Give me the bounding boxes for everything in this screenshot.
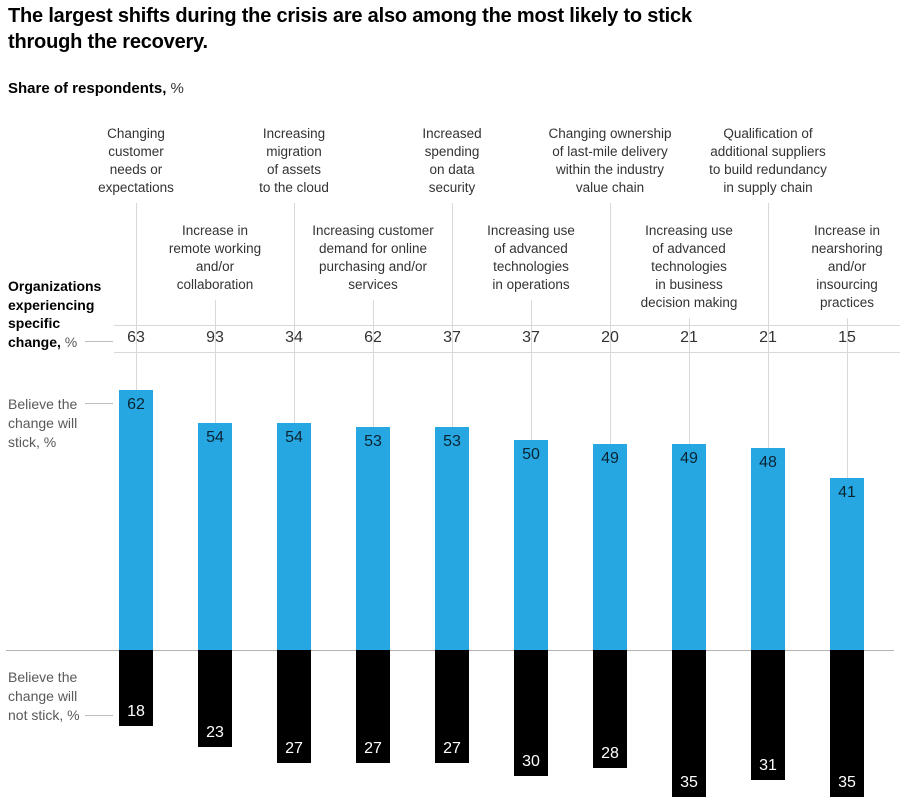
not-stick-bar: 23 xyxy=(198,650,232,747)
column-label: Increasing use of advanced technologies … xyxy=(487,223,575,292)
not-stick-value: 18 xyxy=(127,702,145,720)
column-label: Qualification of additional suppliers to… xyxy=(709,126,827,195)
stick-value: 41 xyxy=(838,483,856,501)
stick-value: 54 xyxy=(206,429,224,447)
column-label: Changing ownership of last-mile delivery… xyxy=(548,126,672,195)
stick-value: 54 xyxy=(285,429,303,447)
not-stick-bar: 35 xyxy=(672,650,706,797)
leader-line xyxy=(768,203,769,449)
leader-line xyxy=(531,300,532,440)
stick-bar: 48 xyxy=(751,448,785,650)
chart-subtitle-bold: Share of respondents, xyxy=(8,80,167,97)
chart-subtitle-unit: % xyxy=(166,80,184,97)
org-change-value: 37 xyxy=(522,329,540,346)
leader-line xyxy=(610,203,611,445)
leader-line xyxy=(847,318,848,478)
stick-bar: 62 xyxy=(119,389,153,650)
leader-line xyxy=(689,318,690,445)
org-change-value: 21 xyxy=(680,329,698,346)
chart-subtitle: Share of respondents, % xyxy=(8,80,184,97)
not-stick-bar: 30 xyxy=(514,650,548,776)
stick-value: 48 xyxy=(759,454,777,472)
column-label: Increase in remote working and/or collab… xyxy=(168,223,262,292)
column-label: Increasing use of advanced technologies … xyxy=(640,223,738,310)
stick-bar: 49 xyxy=(593,444,627,650)
stick-value: 49 xyxy=(680,450,698,468)
not-stick-value: 23 xyxy=(206,723,224,741)
not-stick-bar: 31 xyxy=(751,650,785,781)
stick-bar: 41 xyxy=(830,477,864,650)
column-label: Increased spending on data security xyxy=(422,126,482,195)
not-stick-bar: 27 xyxy=(435,650,469,764)
row-label-organizations: Organizations experiencing specific chan… xyxy=(8,277,120,351)
row-label-stick: Believe the change will stick, % xyxy=(8,396,78,450)
stick-bar: 49 xyxy=(672,444,706,650)
stick-value: 49 xyxy=(601,450,619,468)
org-row-rule-bottom xyxy=(114,352,900,353)
not-stick-value: 27 xyxy=(443,740,461,758)
chart-title: The largest shifts during the crisis are… xyxy=(8,5,692,53)
stick-bar: 54 xyxy=(198,423,232,650)
not-stick-bar: 28 xyxy=(593,650,627,768)
column-label: Increasing migration of assets to the cl… xyxy=(259,126,329,195)
org-change-value: 21 xyxy=(759,329,777,346)
leader-line xyxy=(452,203,453,428)
leader-line xyxy=(373,300,374,428)
row-label-organizations-text: Organizations experiencing specific chan… xyxy=(8,278,102,350)
leader-line xyxy=(136,203,137,390)
row-label-not-stick: Believe the change will not stick, % xyxy=(8,669,80,723)
not-stick-value: 27 xyxy=(364,740,382,758)
not-stick-value: 27 xyxy=(285,740,303,758)
leader-line xyxy=(294,203,295,424)
stick-value: 62 xyxy=(127,395,145,413)
stick-bar: 54 xyxy=(277,423,311,650)
column-label: Increasing customer demand for online pu… xyxy=(312,223,434,292)
not-stick-value: 35 xyxy=(680,774,698,791)
not-stick-bar: 27 xyxy=(277,650,311,764)
stick-label-dash xyxy=(85,403,113,404)
leader-line xyxy=(215,300,216,424)
org-label-dash xyxy=(85,341,113,342)
stick-bar: 50 xyxy=(514,440,548,650)
stick-value: 50 xyxy=(522,446,540,463)
not-stick-value: 30 xyxy=(522,753,540,770)
org-change-value: 34 xyxy=(285,329,303,346)
not-stick-bar: 18 xyxy=(119,650,153,726)
not-stick-value: 35 xyxy=(838,774,856,791)
stick-bar: 53 xyxy=(435,427,469,650)
org-change-value: 93 xyxy=(206,329,224,346)
stick-value: 53 xyxy=(443,433,461,451)
org-change-value: 20 xyxy=(601,329,619,346)
not-stick-label-dash xyxy=(85,715,113,716)
org-row-rule-top xyxy=(114,325,900,326)
org-change-value: 62 xyxy=(364,329,382,346)
column-label: Increase in nearshoring and/or insourcin… xyxy=(811,223,883,310)
not-stick-bar: 27 xyxy=(356,650,390,764)
stick-value: 53 xyxy=(364,433,382,451)
row-label-organizations-unit: % xyxy=(60,333,78,350)
column-label: Changing customer needs or expectations xyxy=(98,126,174,195)
org-change-value: 15 xyxy=(838,329,856,346)
org-change-value: 37 xyxy=(443,329,461,346)
org-change-value: 63 xyxy=(127,329,145,346)
not-stick-value: 28 xyxy=(601,744,619,762)
not-stick-bar: 35 xyxy=(830,650,864,797)
not-stick-value: 31 xyxy=(759,757,777,775)
stick-bar: 53 xyxy=(356,427,390,650)
